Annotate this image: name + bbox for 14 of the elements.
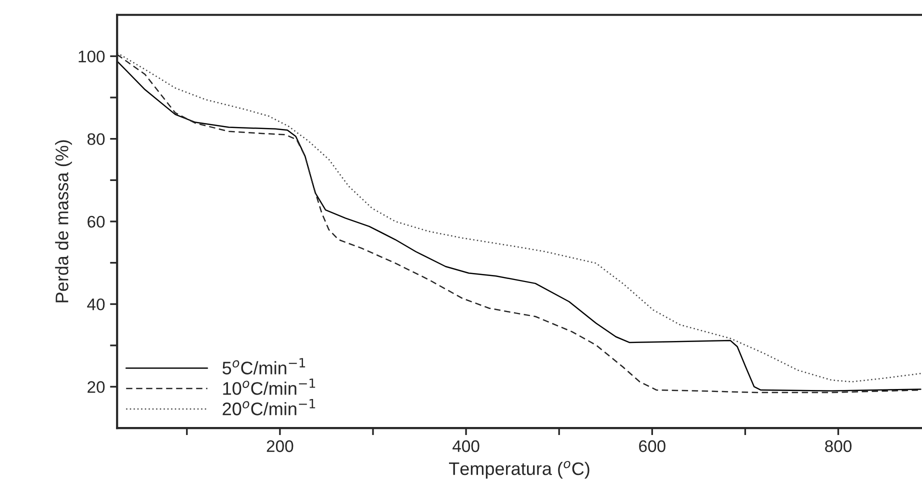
legend-label: 5$^{o}$C/min$^{−1}$ (222, 358, 306, 374)
x-tick-label: 800 (825, 440, 852, 452)
legend-label: 10$^{o}$C/min$^{−1}$ (223, 378, 316, 395)
y-tick-label: 100 (78, 50, 105, 62)
y-tick-label: 80 (87, 133, 105, 146)
legend-label: 20$^{o}$C/min$^{−1}$ (222, 399, 316, 416)
y-axis-title: Perda de massa (%) (55, 140, 72, 302)
y-tick-label: 60 (88, 216, 105, 228)
x-tick-label: 600 (639, 440, 666, 452)
x-tick-label: 400 (452, 440, 480, 452)
x-axis-title: Temperatura ($^{o}$C) (448, 460, 590, 479)
x-tick-label: 200 (266, 440, 294, 452)
y-tick-label: 20 (88, 381, 105, 393)
y-tick-label: 40 (87, 298, 105, 310)
